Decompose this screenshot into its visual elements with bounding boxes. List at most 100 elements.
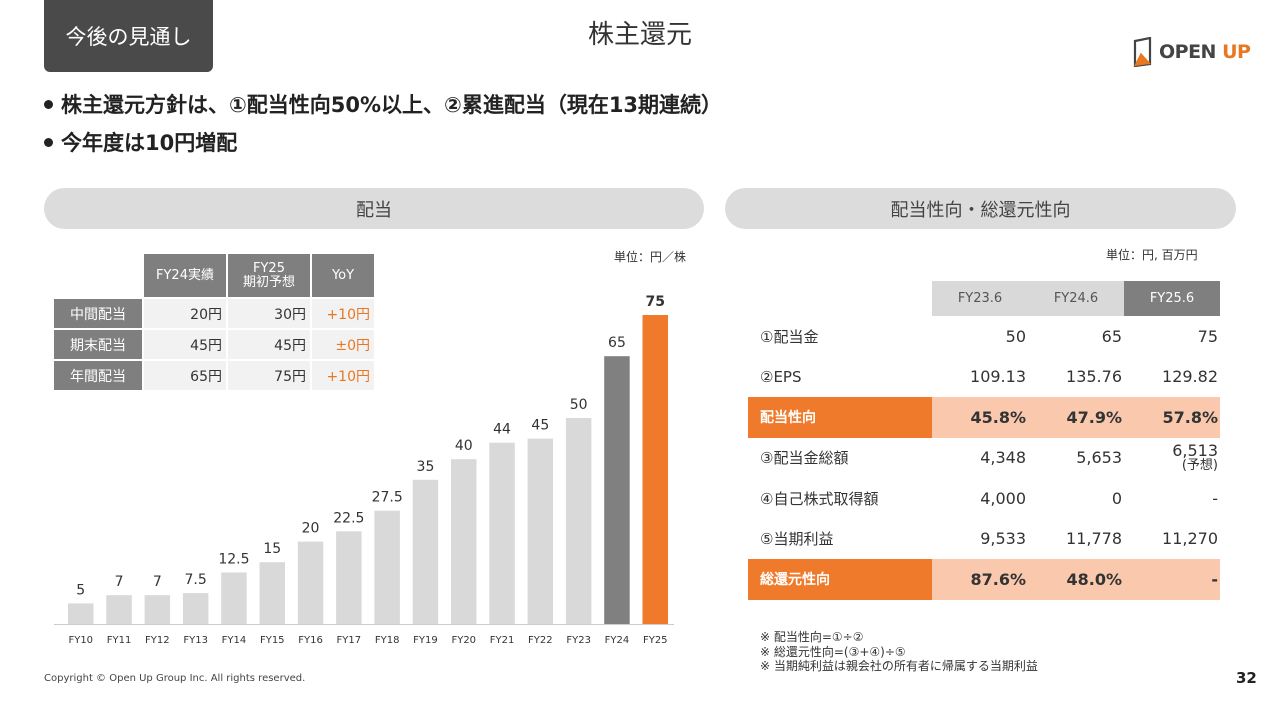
bullet-dot: [44, 99, 53, 109]
cell-yoy: ±0円: [310, 328, 374, 359]
logo-text: OPEN UP: [1159, 41, 1251, 63]
cell: 75: [1197, 326, 1218, 346]
row-label: 期末配当: [54, 328, 142, 359]
cell-fy24: 20円: [142, 297, 226, 328]
data-label-FY17: 22.5: [333, 510, 364, 526]
row-label: 配当性向: [748, 397, 932, 438]
col-header: FY23.6: [932, 281, 1028, 316]
table-row: ⑤当期利益 9,533 11,778 11,270: [748, 519, 1220, 560]
x-tick-FY12: FY12: [145, 635, 170, 646]
x-tick-FY11: FY11: [107, 635, 132, 646]
data-label-FY20: 40: [455, 438, 473, 454]
cell-fy24: 45円: [142, 328, 226, 359]
cell: -: [1124, 559, 1220, 600]
cell-fy25: 75円: [226, 359, 310, 390]
table-row: 中間配当 20円 30円 +10円: [54, 297, 374, 328]
x-tick-FY19: FY19: [413, 635, 438, 646]
bar-FY15: [259, 562, 285, 624]
col-header-fy25: FY25 期初予想: [226, 254, 310, 297]
cell: 5,653: [1076, 448, 1122, 468]
cell: 87.6%: [932, 559, 1028, 600]
copyright: Copyright © Open Up Group Inc. All right…: [44, 673, 306, 684]
data-label-FY21: 44: [493, 422, 511, 438]
forecast-note: (予想): [1181, 458, 1218, 474]
door-icon: [1133, 37, 1152, 67]
row-label: 中間配当: [54, 297, 142, 328]
x-tick-FY24: FY24: [605, 635, 630, 646]
bar-FY18: [374, 510, 400, 624]
x-tick-FY16: FY16: [298, 635, 323, 646]
table-row: ①配当金 50 65 75: [748, 316, 1220, 357]
cell-fy24: 65円: [142, 359, 226, 390]
bar-FY17: [336, 531, 362, 624]
bullet-dot: [44, 137, 53, 147]
cell-yoy: +10円: [310, 297, 374, 328]
cell: 48.0%: [1028, 559, 1124, 600]
cell-fy25: 30円: [226, 297, 310, 328]
data-label-FY15: 15: [263, 541, 281, 557]
data-label-FY25: 75: [646, 294, 665, 310]
cell: 6,513 (予想): [1124, 438, 1220, 479]
x-tick-FY14: FY14: [222, 635, 247, 646]
table-row: ④自己株式取得額 4,000 0 -: [748, 478, 1220, 519]
cell: 135.76: [1066, 367, 1122, 387]
cell-yoy: +10円: [310, 359, 374, 390]
data-label-FY18: 27.5: [372, 490, 403, 506]
bar-FY12: [144, 595, 171, 624]
cell: 129.82: [1162, 367, 1218, 387]
data-label-FY19: 35: [417, 459, 435, 475]
cell-fy25: 45円: [226, 328, 310, 359]
dividend-table: FY24実績 FY25 期初予想 YoY 中間配当 20円 30円 +10円 期…: [54, 254, 374, 390]
cell-value: 6,513: [1172, 441, 1218, 461]
bullet-text: 株主還元方針は、①配当性向50%以上、②累進配当（現在13期連続）: [61, 93, 723, 117]
row-label: ⑤当期利益: [760, 530, 834, 549]
cell: 9,533: [980, 529, 1026, 549]
data-label-FY10: 5: [76, 582, 85, 598]
dividend-unit: 単位：円／株: [614, 250, 687, 264]
row-label: 総還元性向: [748, 559, 932, 600]
bullet-increase: 今年度は10円増配: [44, 127, 237, 157]
row-label: ①配当金: [760, 327, 819, 346]
section-tag: 今後の見通し: [44, 0, 213, 72]
row-label: ③配当金総額: [760, 449, 849, 468]
cell: 50: [1005, 326, 1026, 346]
data-label-FY14: 12.5: [218, 552, 249, 568]
bar-FY20: [451, 459, 477, 624]
bar-FY24: [604, 356, 630, 624]
bar-FY25: [642, 315, 668, 624]
col-header-yoy: YoY: [310, 254, 374, 297]
footnote: ※ 配当性向=①÷②: [760, 630, 864, 644]
footnotes: ※ 配当性向=①÷② ※ 総還元性向=(③+④)÷⑤ ※ 当期純利益は親会社の所…: [760, 630, 1038, 674]
cell: 45.8%: [932, 397, 1028, 438]
bar-FY16: [297, 541, 324, 624]
footnote: ※ 総還元性向=(③+④)÷⑤: [760, 644, 906, 659]
cell: -: [1212, 488, 1218, 508]
bar-FY23: [565, 418, 592, 624]
cell: 11,270: [1162, 529, 1218, 549]
bar-FY11: [106, 595, 132, 624]
row-label: ②EPS: [760, 367, 802, 386]
bar-FY13: [182, 593, 209, 624]
x-tick-FY20: FY20: [451, 635, 476, 646]
table-row-highlight: 配当性向 45.8% 47.9% 57.8%: [748, 397, 1220, 438]
x-tick-FY15: FY15: [260, 635, 285, 646]
cell: 4,000: [980, 488, 1026, 508]
dividend-panel-title: 配当: [44, 188, 704, 229]
cell: 109.13: [970, 367, 1026, 387]
slide-title: 株主還元: [587, 20, 692, 50]
company-logo: OPEN UP: [1132, 36, 1251, 68]
x-tick-FY13: FY13: [183, 635, 208, 646]
data-label-FY23: 50: [570, 397, 588, 413]
payout-table: FY23.6 FY24.6 FY25.6 ①配当金 50 65 75 ②EPS …: [748, 281, 1220, 600]
payout-unit: 単位：円, 百万円: [1106, 248, 1198, 262]
bullet-text: 今年度は10円増配: [61, 131, 238, 155]
table-row: ③配当金総額 4,348 5,653 6,513 (予想): [748, 438, 1220, 479]
x-tick-FY10: FY10: [68, 635, 93, 646]
payout-panel-title: 配当性向・総還元性向: [725, 188, 1236, 229]
data-label-FY12: 7: [153, 574, 162, 590]
col-header-current: FY25.6: [1124, 281, 1220, 316]
data-label-FY24: 65: [608, 335, 626, 351]
cell: 4,348: [980, 448, 1026, 468]
table-row-highlight: 総還元性向 87.6% 48.0% -: [748, 559, 1220, 600]
bar-FY22: [527, 438, 554, 624]
